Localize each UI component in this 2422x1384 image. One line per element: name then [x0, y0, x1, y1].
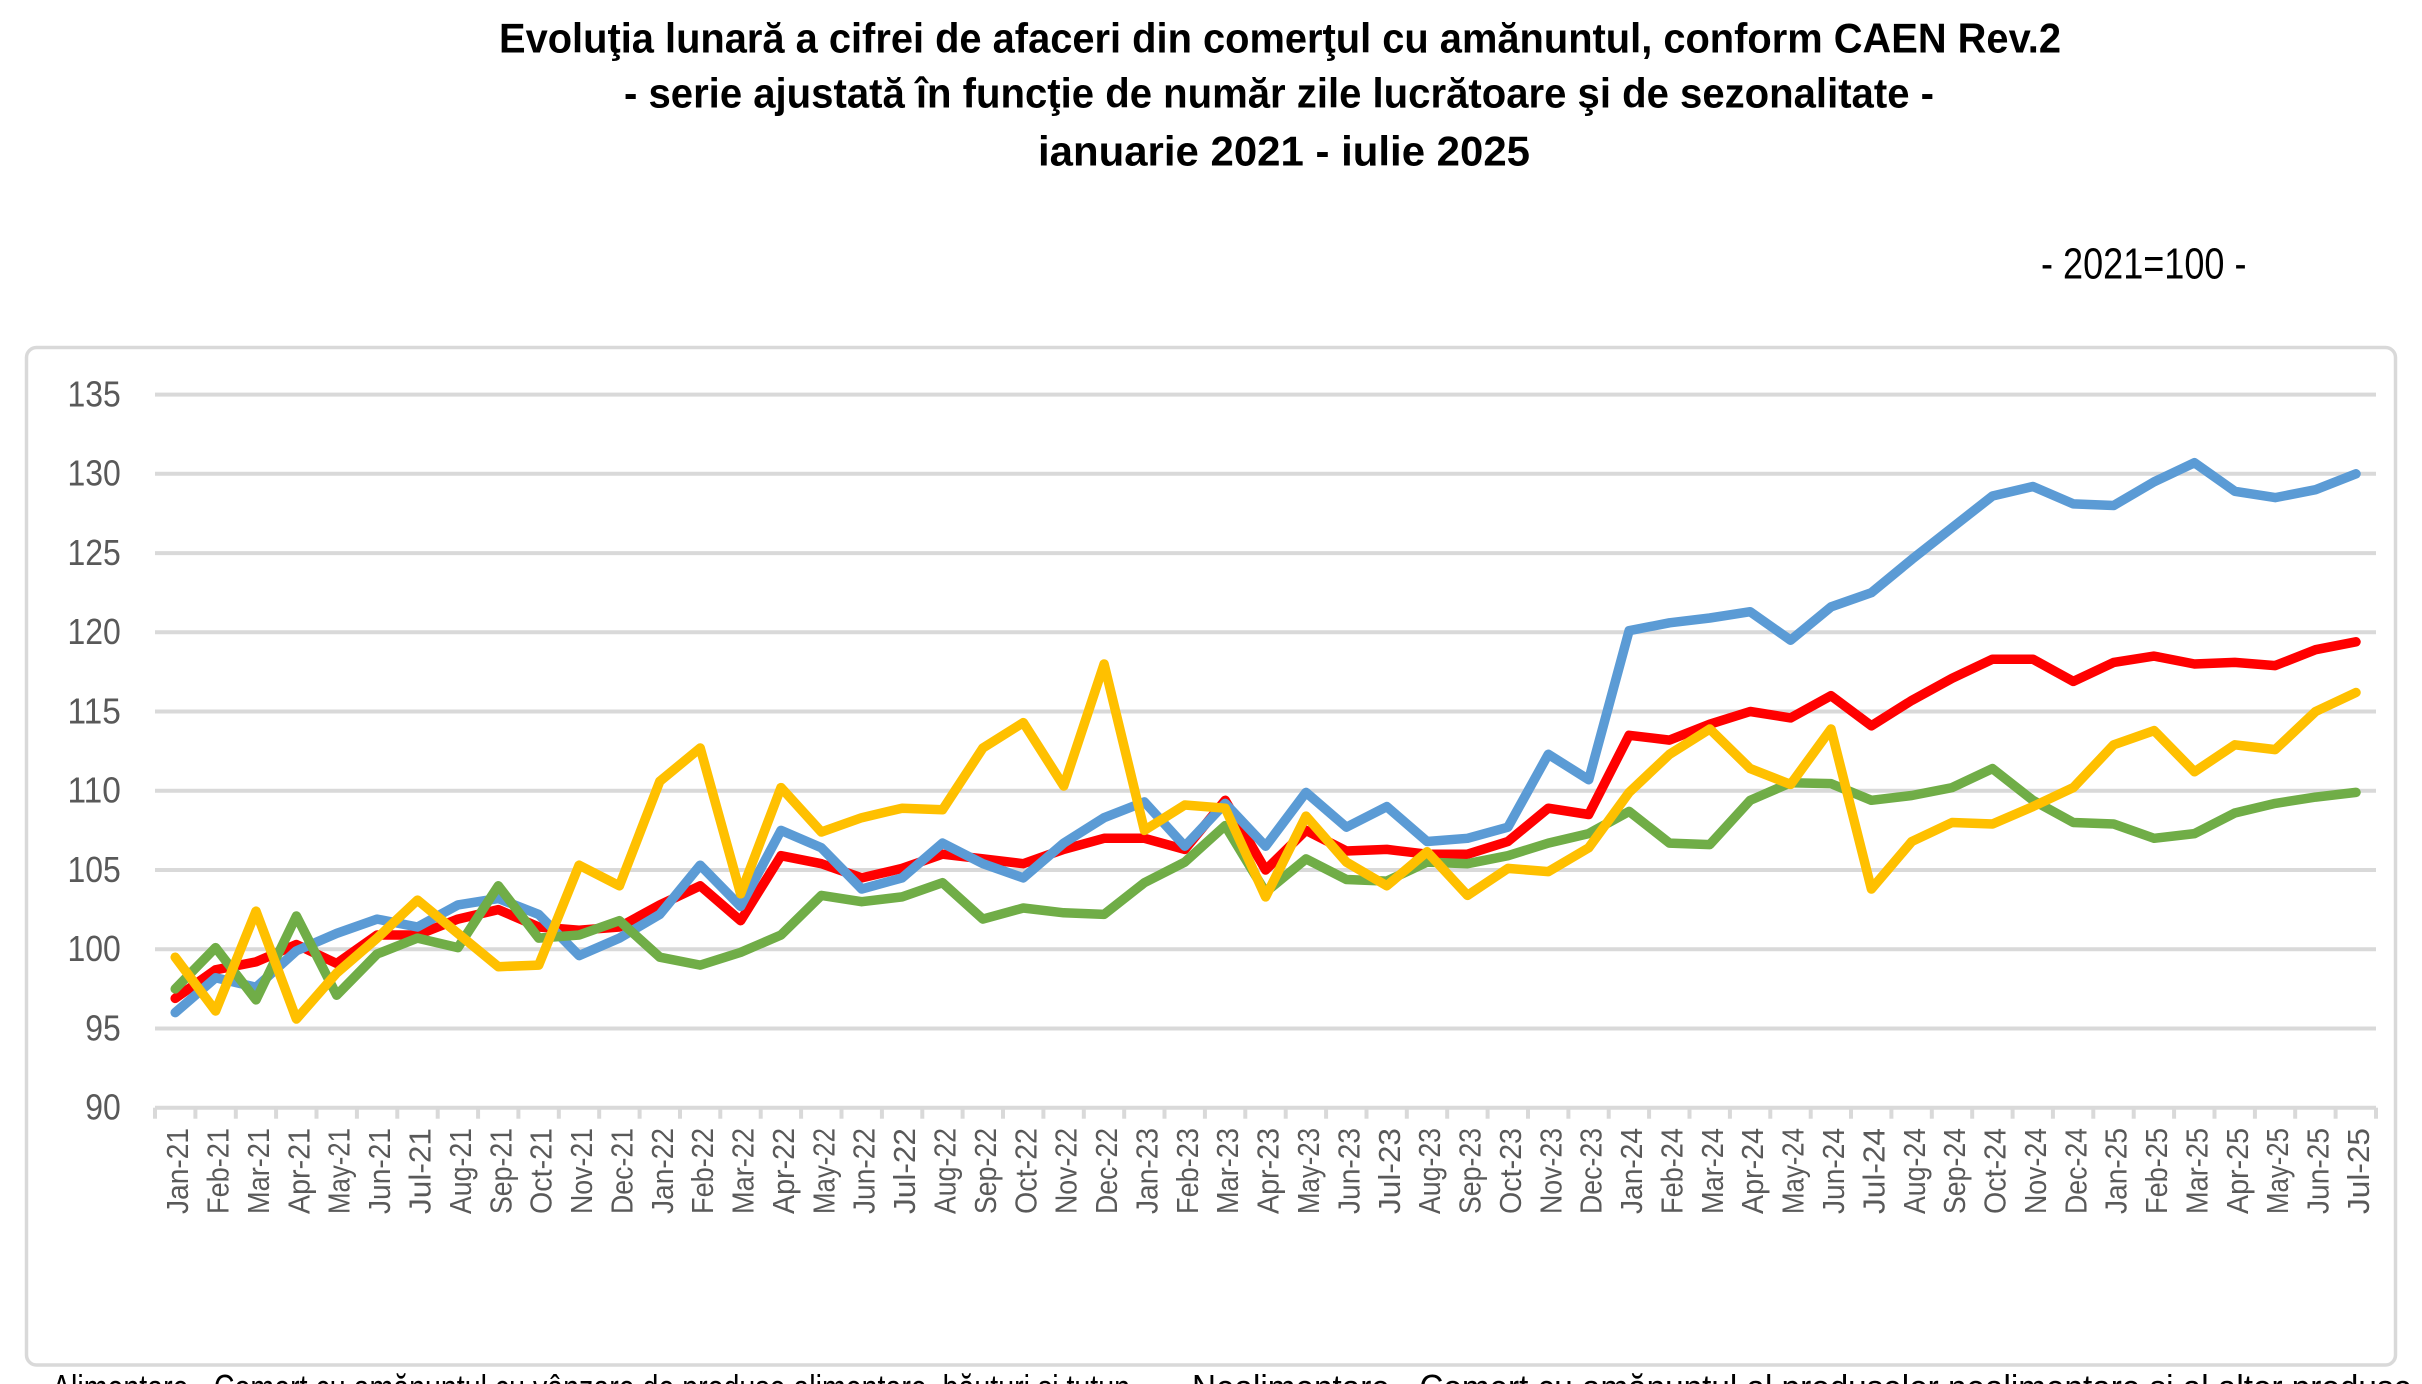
svg-text:Aug-21: Aug-21: [443, 1128, 478, 1214]
svg-text:Mar-24: Mar-24: [1695, 1128, 1730, 1214]
svg-text:Feb-21: Feb-21: [201, 1128, 236, 1214]
svg-text:Jul-22: Jul-22: [887, 1128, 922, 1214]
svg-text:Aug-23: Aug-23: [1412, 1128, 1447, 1214]
svg-text:Apr-21: Apr-21: [281, 1128, 316, 1214]
svg-text:Mar-25: Mar-25: [2180, 1128, 2215, 1214]
svg-text:115: 115: [68, 690, 121, 731]
svg-text:Jul-21: Jul-21: [403, 1128, 438, 1214]
svg-text:Jan-22: Jan-22: [645, 1128, 680, 1214]
svg-text:Apr-24: Apr-24: [1735, 1128, 1770, 1214]
svg-text:Apr-23: Apr-23: [1251, 1128, 1286, 1214]
svg-text:Jun-21: Jun-21: [362, 1128, 397, 1214]
svg-text:Nov-21: Nov-21: [564, 1128, 599, 1214]
svg-text:Apr-22: Apr-22: [766, 1128, 801, 1214]
svg-text:Oct-22: Oct-22: [1008, 1128, 1043, 1214]
svg-text:Alimentare - Comerţ cu amănunt: Alimentare - Comerţ cu amănuntul cu vânz…: [52, 1367, 1130, 1384]
svg-text:May-21: May-21: [322, 1128, 357, 1214]
svg-text:Jan-21: Jan-21: [160, 1128, 195, 1214]
svg-text:Jan-25: Jan-25: [2099, 1128, 2134, 1214]
svg-text:May-23: May-23: [1291, 1128, 1326, 1214]
svg-text:135: 135: [68, 373, 121, 414]
svg-text:Jul-23: Jul-23: [1372, 1128, 1407, 1214]
svg-text:Sep-23: Sep-23: [1453, 1128, 1488, 1214]
svg-text:Jun-25: Jun-25: [2301, 1128, 2336, 1214]
svg-text:Feb-25: Feb-25: [2139, 1128, 2174, 1214]
svg-text:Dec-24: Dec-24: [2058, 1128, 2093, 1214]
svg-text:125: 125: [68, 532, 121, 573]
svg-text:Jul-25: Jul-25: [2341, 1128, 2376, 1214]
svg-text:Aug-24: Aug-24: [1897, 1128, 1932, 1214]
svg-text:Jun-23: Jun-23: [1331, 1128, 1366, 1214]
svg-text:May-24: May-24: [1776, 1128, 1811, 1214]
svg-text:Oct-24: Oct-24: [1978, 1128, 2013, 1214]
svg-text:Sep-24: Sep-24: [1937, 1128, 1972, 1214]
svg-text:110: 110: [68, 770, 121, 811]
svg-text:105: 105: [68, 849, 121, 890]
svg-text:Nov-24: Nov-24: [2018, 1128, 2053, 1214]
svg-text:120: 120: [68, 611, 121, 652]
svg-text:Dec-23: Dec-23: [1574, 1128, 1609, 1214]
svg-text:Evoluţia lunară a cifrei de af: Evoluţia lunară a cifrei de afaceri din …: [499, 15, 2061, 62]
svg-text:Mar-23: Mar-23: [1210, 1128, 1245, 1214]
svg-text:Mar-22: Mar-22: [726, 1128, 761, 1214]
svg-text:Jul-24: Jul-24: [1856, 1128, 1891, 1214]
svg-text:Sep-21: Sep-21: [483, 1128, 518, 1214]
svg-text:Jan-23: Jan-23: [1129, 1128, 1164, 1214]
svg-text:Oct-21: Oct-21: [524, 1128, 559, 1214]
svg-text:Oct-23: Oct-23: [1493, 1128, 1528, 1214]
svg-text:90: 90: [85, 1087, 121, 1128]
svg-text:Nov-23: Nov-23: [1533, 1128, 1568, 1214]
svg-text:May-25: May-25: [2260, 1128, 2295, 1214]
svg-text:95: 95: [85, 1007, 121, 1048]
svg-text:Feb-22: Feb-22: [685, 1128, 720, 1214]
svg-text:Sep-22: Sep-22: [968, 1128, 1003, 1214]
svg-text:Feb-24: Feb-24: [1655, 1128, 1690, 1214]
svg-text:Nealimentare - Comerţ cu amănu: Nealimentare - Comerţ cu amănuntul al pr…: [1192, 1367, 2412, 1384]
svg-text:Apr-25: Apr-25: [2220, 1128, 2255, 1214]
svg-text:Dec-21: Dec-21: [604, 1128, 639, 1214]
svg-text:Nov-22: Nov-22: [1049, 1128, 1084, 1214]
svg-text:Jan-24: Jan-24: [1614, 1128, 1649, 1214]
svg-text:Jun-22: Jun-22: [847, 1128, 882, 1214]
svg-text:- serie ajustată în funcţie de: - serie ajustată în funcţie de număr zil…: [624, 70, 1934, 117]
svg-text:130: 130: [68, 453, 121, 494]
svg-text:May-22: May-22: [806, 1128, 841, 1214]
svg-text:Mar-21: Mar-21: [241, 1128, 276, 1214]
svg-text:- 2021=100 -: - 2021=100 -: [2041, 240, 2247, 289]
svg-text:Jun-24: Jun-24: [1816, 1128, 1851, 1214]
svg-text:Dec-22: Dec-22: [1089, 1128, 1124, 1214]
svg-text:Aug-22: Aug-22: [928, 1128, 963, 1214]
svg-text:Feb-23: Feb-23: [1170, 1128, 1205, 1214]
svg-text:ianuarie 2021 - iulie 2025: ianuarie 2021 - iulie 2025: [1038, 128, 1530, 175]
svg-text:100: 100: [68, 928, 121, 969]
